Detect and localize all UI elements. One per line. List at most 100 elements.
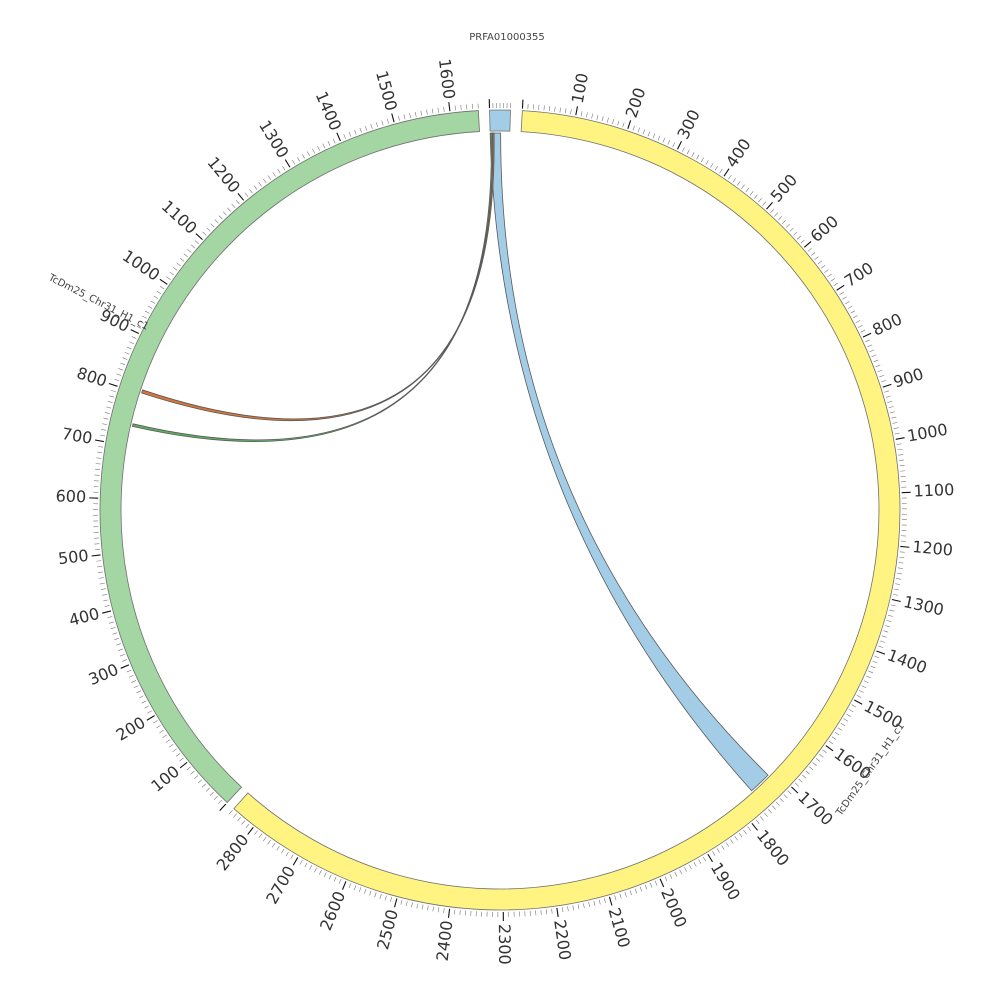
major-tick-green bbox=[108, 383, 118, 387]
minor-tick-yellow bbox=[759, 816, 764, 821]
minor-tick-green bbox=[317, 146, 321, 151]
minor-tick-yellow bbox=[738, 832, 743, 838]
minor-tick-yellow bbox=[898, 562, 904, 564]
minor-tick-yellow bbox=[865, 339, 870, 343]
minor-tick-yellow bbox=[427, 905, 429, 911]
minor-tick-yellow bbox=[540, 909, 542, 915]
major-tick-green bbox=[195, 233, 203, 241]
tick-label-yellow: 1300 bbox=[902, 592, 946, 620]
tick-label-green: 1200 bbox=[203, 153, 244, 196]
minor-tick-green bbox=[197, 779, 203, 784]
minor-tick-green bbox=[263, 178, 267, 184]
minor-tick-yellow bbox=[364, 888, 367, 894]
minor-tick-green bbox=[153, 720, 158, 724]
minor-tick-green bbox=[131, 680, 137, 683]
minor-tick-yellow bbox=[644, 884, 648, 890]
minor-tick-yellow bbox=[745, 187, 750, 193]
minor-tick-yellow bbox=[845, 301, 850, 305]
tick-label-yellow: 600 bbox=[807, 212, 843, 246]
minor-tick-green bbox=[327, 141, 331, 146]
tick-label-yellow: 2300 bbox=[495, 924, 514, 965]
minor-tick-yellow bbox=[299, 859, 303, 865]
minor-tick-green bbox=[244, 192, 249, 197]
minor-tick-green bbox=[162, 734, 167, 738]
minor-tick-yellow bbox=[863, 680, 869, 684]
minor-tick-yellow bbox=[580, 111, 583, 117]
minor-tick-yellow bbox=[416, 903, 419, 909]
minor-tick-yellow bbox=[828, 740, 834, 745]
major-tick-green bbox=[146, 715, 155, 721]
minor-tick-yellow bbox=[785, 223, 790, 228]
minor-tick-green bbox=[307, 151, 310, 157]
major-tick-green bbox=[448, 102, 451, 112]
major-tick-yellow bbox=[882, 383, 892, 388]
minor-tick-yellow bbox=[309, 865, 313, 870]
minor-tick-yellow bbox=[839, 291, 844, 296]
minor-tick-green bbox=[104, 412, 110, 414]
tick-label-green: 500 bbox=[57, 546, 89, 568]
minor-tick-yellow bbox=[314, 867, 317, 873]
minor-tick-yellow bbox=[881, 635, 887, 638]
minor-tick-yellow bbox=[846, 713, 851, 717]
minor-tick-yellow bbox=[432, 906, 434, 912]
minor-tick-green bbox=[213, 795, 218, 800]
minor-tick-yellow bbox=[657, 135, 661, 141]
minor-tick-yellow bbox=[814, 256, 819, 260]
minor-tick-green bbox=[142, 315, 147, 319]
minor-tick-yellow bbox=[800, 239, 805, 244]
minor-tick-yellow bbox=[893, 593, 899, 596]
minor-tick-yellow bbox=[842, 296, 847, 300]
segment-name-prfa: PRFA01000355 bbox=[469, 32, 545, 43]
minor-tick-yellow bbox=[884, 390, 890, 393]
minor-tick-yellow bbox=[834, 732, 840, 736]
minor-tick-yellow bbox=[807, 247, 812, 252]
minor-tick-yellow bbox=[851, 704, 857, 708]
minor-tick-green bbox=[116, 373, 122, 376]
minor-tick-green bbox=[99, 582, 105, 585]
major-tick-yellow bbox=[341, 881, 347, 890]
links-layer bbox=[131, 132, 769, 792]
minor-tick-yellow bbox=[684, 867, 687, 872]
minor-tick-yellow bbox=[614, 895, 617, 901]
minor-tick-yellow bbox=[890, 604, 896, 607]
minor-tick-green bbox=[101, 429, 107, 431]
minor-tick-yellow bbox=[258, 833, 263, 839]
minor-tick-yellow bbox=[730, 839, 734, 844]
minor-tick-yellow bbox=[559, 107, 561, 113]
minor-tick-yellow bbox=[353, 885, 357, 891]
minor-tick-yellow bbox=[894, 588, 900, 591]
segment-yellow bbox=[233, 110, 901, 911]
tick-label-yellow: 900 bbox=[891, 364, 926, 391]
minor-tick-green bbox=[101, 594, 108, 596]
tick-label-yellow: 2100 bbox=[605, 905, 634, 949]
minor-tick-green bbox=[454, 105, 456, 111]
minor-tick-yellow bbox=[898, 459, 904, 461]
segment-name-green: TcDm25_Chr31_H1_c1 bbox=[46, 272, 151, 333]
major-tick-green bbox=[102, 610, 112, 614]
minor-tick-yellow bbox=[805, 770, 810, 775]
major-tick-yellow bbox=[891, 598, 901, 603]
minor-tick-green bbox=[110, 627, 116, 630]
minor-tick-yellow bbox=[374, 892, 377, 898]
minor-tick-yellow bbox=[770, 208, 775, 213]
minor-tick-yellow bbox=[859, 690, 864, 693]
minor-tick-yellow bbox=[358, 887, 362, 892]
minor-tick-green bbox=[122, 659, 127, 662]
minor-tick-yellow bbox=[893, 427, 899, 430]
tick-label-yellow: 1800 bbox=[753, 826, 793, 870]
tick-label-yellow: 1100 bbox=[913, 480, 954, 501]
minor-tick-yellow bbox=[267, 839, 271, 845]
minor-tick-yellow bbox=[561, 907, 564, 913]
minor-tick-green bbox=[165, 739, 171, 743]
minor-tick-green bbox=[112, 632, 118, 635]
minor-tick-yellow bbox=[647, 131, 651, 137]
major-tick-yellow bbox=[766, 201, 773, 210]
minor-tick-yellow bbox=[793, 231, 798, 236]
minor-tick-green bbox=[96, 565, 103, 568]
minor-tick-green bbox=[348, 131, 352, 137]
minor-tick-green bbox=[172, 748, 177, 753]
tick-label-yellow: 100 bbox=[568, 71, 592, 105]
major-tick-yellow bbox=[659, 878, 665, 888]
minor-tick-yellow bbox=[896, 443, 902, 445]
major-tick-yellow bbox=[862, 332, 872, 338]
